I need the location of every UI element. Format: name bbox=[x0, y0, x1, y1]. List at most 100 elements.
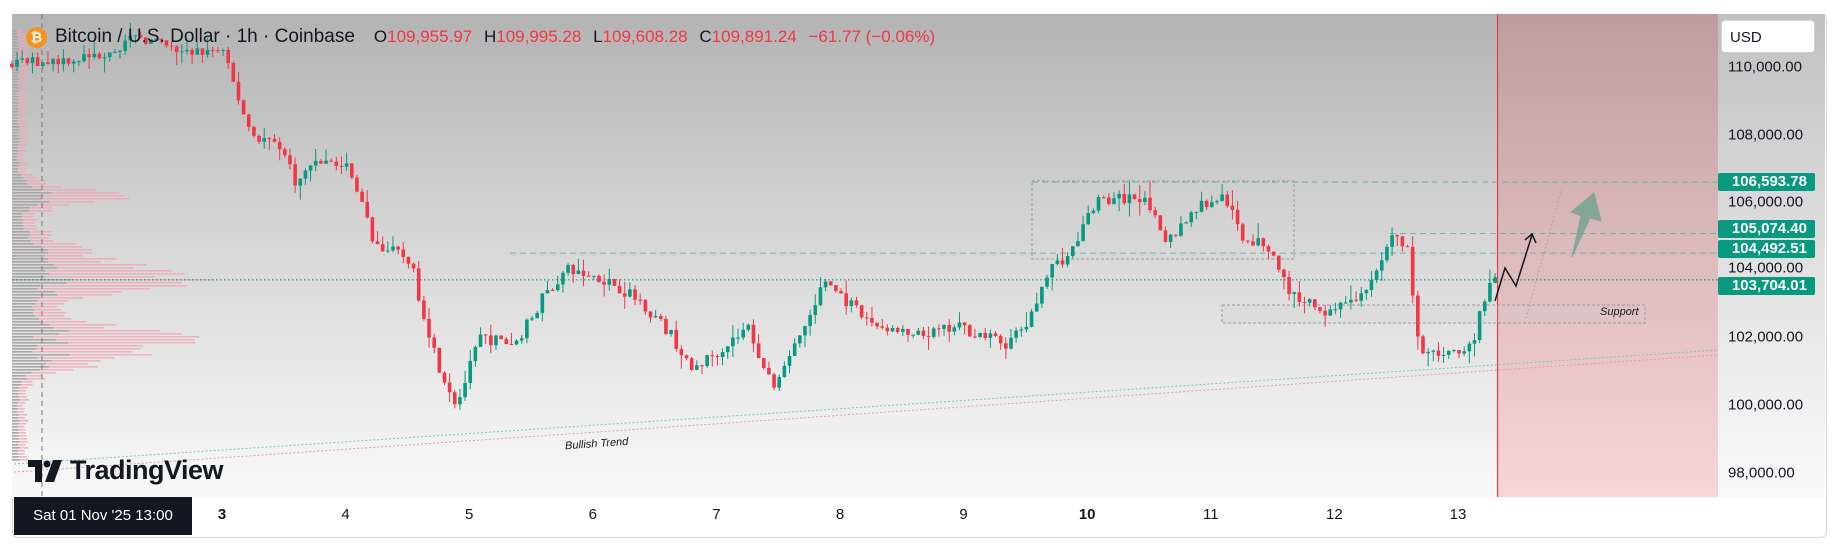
volume-profile-bar bbox=[12, 291, 55, 293]
candle-body bbox=[216, 50, 220, 52]
currency-button[interactable]: USD bbox=[1721, 20, 1815, 53]
volume-profile-bar bbox=[12, 87, 29, 89]
support-label[interactable]: Support bbox=[1600, 306, 1639, 318]
volume-profile-bar bbox=[12, 267, 57, 269]
candle-body bbox=[550, 289, 555, 291]
price-tag[interactable]: 104,492.51 bbox=[1718, 240, 1815, 258]
candle-body bbox=[859, 305, 864, 318]
volume-profile-bar bbox=[12, 216, 22, 218]
candle-body bbox=[1096, 197, 1101, 211]
candle-body bbox=[51, 58, 55, 65]
volume-profile-bar bbox=[12, 375, 42, 377]
candle-body bbox=[669, 330, 673, 335]
volume-profile-bar bbox=[12, 381, 33, 383]
volume-profile-bar bbox=[12, 96, 19, 98]
volume-profile-bar bbox=[12, 162, 20, 164]
arrowhead-icon bbox=[1524, 232, 1537, 244]
volume-profile-bar bbox=[12, 159, 18, 161]
candle-body bbox=[473, 346, 478, 362]
candle-body bbox=[1369, 280, 1374, 291]
candle-body bbox=[1220, 194, 1224, 202]
candle-body bbox=[1189, 212, 1194, 223]
volume-profile-bar bbox=[12, 390, 26, 392]
tradingview-logo[interactable]: TradingView bbox=[28, 455, 224, 486]
volume-profile-bar bbox=[12, 33, 25, 35]
price-axis-label: 100,000.00 bbox=[1728, 396, 1804, 414]
volume-profile-bar bbox=[12, 363, 88, 365]
price-tag[interactable]: 105,074.40 bbox=[1718, 220, 1815, 238]
candle-body bbox=[1215, 201, 1219, 203]
candle-body bbox=[442, 372, 447, 383]
volume-profile-bar bbox=[12, 333, 183, 335]
volume-profile-bar bbox=[12, 114, 18, 116]
volume-profile-bar bbox=[12, 393, 26, 395]
volume-profile-bar bbox=[12, 378, 28, 380]
candle-body bbox=[92, 53, 97, 58]
volume-profile-bar bbox=[12, 69, 27, 71]
volume-profile-bar bbox=[12, 282, 182, 284]
candle-body bbox=[272, 138, 277, 142]
volume-profile-bar bbox=[12, 207, 30, 209]
price-tag[interactable]: 106,593.78 bbox=[1718, 173, 1815, 191]
candle-body bbox=[123, 40, 127, 51]
volume-profile-bar bbox=[12, 384, 33, 386]
candle-body bbox=[221, 49, 225, 51]
volume-profile-bar bbox=[12, 219, 24, 221]
candle-body bbox=[1374, 270, 1379, 281]
candle-body bbox=[1148, 197, 1152, 211]
candle-body bbox=[1137, 199, 1142, 203]
candle-body bbox=[246, 114, 251, 127]
candle-body bbox=[422, 300, 426, 319]
candle-body bbox=[401, 249, 406, 257]
candle-body bbox=[741, 329, 745, 338]
candle-body bbox=[895, 327, 900, 332]
candle-body bbox=[612, 279, 617, 286]
candle-body bbox=[1024, 326, 1029, 330]
volume-profile-bar bbox=[12, 231, 51, 233]
volume-profile-bar bbox=[12, 285, 40, 287]
candle-body bbox=[1457, 350, 1461, 354]
volume-profile-bar bbox=[12, 300, 69, 302]
volume-profile-bar bbox=[12, 183, 46, 185]
volume-profile-bar bbox=[12, 459, 29, 461]
plot-area[interactable] bbox=[12, 14, 1718, 497]
volume-profile-bar bbox=[12, 399, 30, 401]
volume-profile-bar bbox=[12, 303, 36, 305]
candle-body bbox=[674, 330, 679, 349]
volume-profile-bar bbox=[12, 420, 20, 422]
volume-profile-bar bbox=[12, 297, 83, 299]
high-key: H bbox=[483, 27, 497, 46]
candle-body bbox=[1302, 301, 1307, 303]
volume-profile-bar bbox=[12, 243, 34, 245]
symbol-title[interactable]: Bitcoin / U.S. Dollar · 1h · Coinbase bbox=[55, 26, 355, 47]
bitcoin-icon: ₿ bbox=[26, 26, 47, 48]
price-tag[interactable]: 103,704.01 bbox=[1718, 277, 1815, 295]
candle-body bbox=[823, 281, 828, 288]
candle-body bbox=[180, 51, 184, 53]
volume-profile-bar bbox=[12, 186, 62, 188]
volume-profile-bar bbox=[12, 57, 19, 59]
candle-body bbox=[195, 48, 200, 55]
volume-profile-bar bbox=[12, 192, 119, 194]
volume-profile-bar bbox=[12, 285, 188, 287]
volume-profile-bar bbox=[12, 291, 122, 293]
candle-body bbox=[1081, 224, 1085, 242]
volume-profile-bar bbox=[12, 81, 24, 83]
volume-profile-bar bbox=[12, 339, 57, 341]
volume-profile-bar bbox=[12, 414, 19, 416]
candle-body bbox=[1132, 194, 1137, 200]
candle-body bbox=[648, 311, 653, 318]
candle-body bbox=[71, 61, 76, 64]
volume-profile-bar bbox=[12, 327, 105, 329]
candle-body bbox=[1441, 354, 1446, 356]
volume-profile-bar bbox=[12, 312, 67, 314]
candle-body bbox=[653, 316, 658, 318]
volume-profile-bar bbox=[12, 249, 48, 251]
candle-body bbox=[380, 244, 385, 252]
forecast-zone bbox=[1497, 14, 1718, 497]
volume-profile-bar bbox=[12, 144, 19, 146]
volume-profile-bar bbox=[12, 105, 18, 107]
volume-profile-bar bbox=[12, 39, 25, 41]
candle-body bbox=[262, 138, 267, 142]
